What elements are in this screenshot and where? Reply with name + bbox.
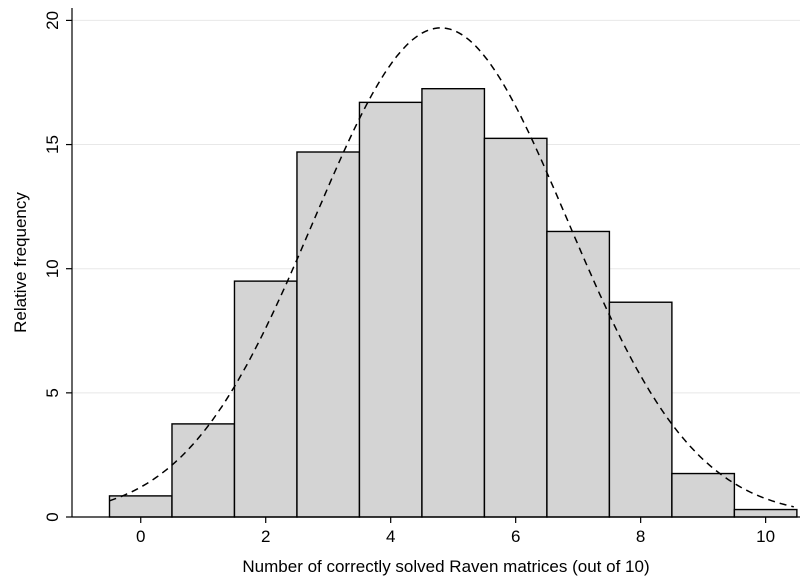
axes [66,8,800,523]
x-tick-label-6: 6 [511,527,520,546]
bar-5 [421,87,486,518]
x-axis-title: Number of correctly solved Raven matrice… [242,557,649,576]
bar-9 [671,472,736,518]
x-tick-label-8: 8 [636,527,645,546]
bar-7 [546,230,611,518]
y-tick-label-10: 10 [43,259,62,278]
bar-3 [296,151,361,518]
x-tick-label-4: 4 [386,527,395,546]
bar-1 [171,423,236,518]
bar-4 [358,101,423,518]
bar-0 [108,495,173,518]
y-tick-label-15: 15 [43,135,62,154]
bar-2 [233,280,298,518]
x-tick-label-2: 2 [261,527,270,546]
bar-6 [483,137,548,518]
y-tick-label-20: 20 [43,11,62,30]
y-tick-label-5: 5 [43,388,62,397]
y-axis-title: Relative frequency [11,192,30,333]
bar-8 [608,301,673,518]
y-tick-label-0: 0 [43,512,62,521]
tick-labels: 0 5 10 15 20 0 2 4 6 8 10 [43,11,775,546]
bar-10 [733,508,798,518]
x-tick-label-0: 0 [136,527,145,546]
x-tick-label-10: 10 [756,527,775,546]
